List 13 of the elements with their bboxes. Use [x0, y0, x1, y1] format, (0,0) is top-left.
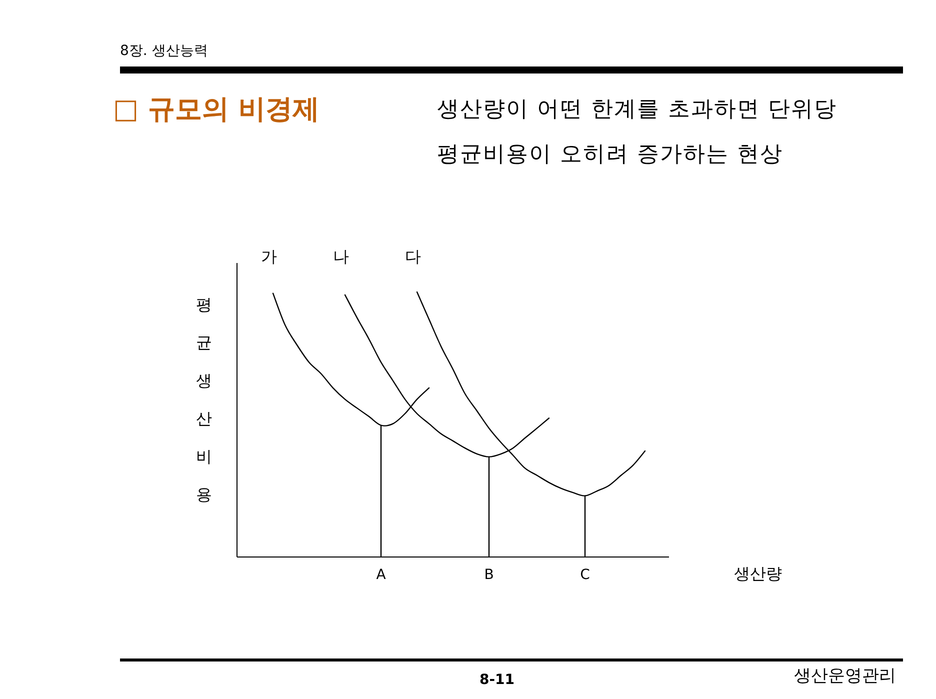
series-label: 나	[333, 247, 349, 266]
chart-title: □ 규모의 비경제	[113, 94, 320, 125]
series-label: 가	[261, 247, 277, 266]
x-tick-label: B	[484, 567, 494, 583]
x-axis-title: 생산량	[734, 564, 782, 583]
series-label: 다	[405, 247, 421, 266]
text: 8-11	[479, 672, 515, 688]
y-axis-title: 평균생산비용	[196, 295, 212, 504]
x-tick-label: C	[580, 567, 590, 583]
text: 생산운영관리	[794, 666, 896, 686]
text: 8장. 생산능력	[120, 43, 208, 59]
x-tick-label: A	[376, 567, 386, 583]
chart-subtitle: 생산량이 어떤 한계를 초과하면 단위당 평균비용이 오히려 증가하는 현상	[437, 97, 837, 167]
